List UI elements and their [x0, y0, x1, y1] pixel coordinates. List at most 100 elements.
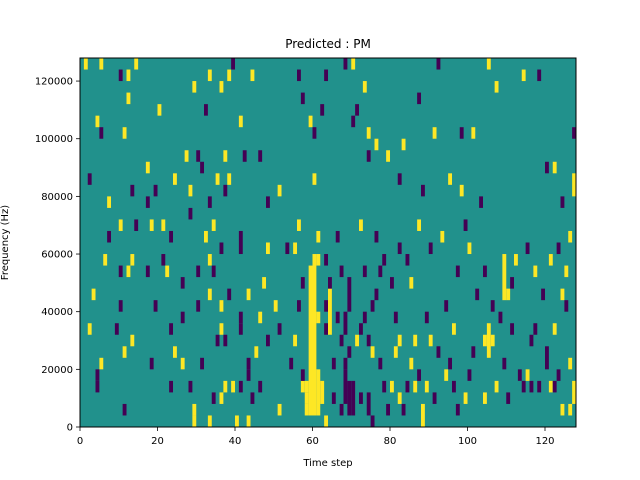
heatmap-cell: [304, 403, 309, 416]
heatmap-cell: [428, 334, 433, 347]
heatmap-cell: [417, 369, 422, 381]
y-tick-label: 40000: [41, 307, 73, 318]
heatmap-cell: [250, 392, 255, 404]
y-tick-label: 60000: [41, 250, 73, 261]
heatmap-cell: [564, 300, 569, 312]
heatmap-cell: [374, 138, 379, 151]
x-tick-label: 120: [535, 436, 554, 447]
heatmap-cell: [331, 357, 336, 370]
heatmap-cell: [545, 161, 549, 174]
heatmap-cell: [118, 300, 123, 312]
heatmap-cell: [227, 288, 232, 301]
heatmap-cell: [196, 265, 201, 278]
heatmap-cell: [320, 380, 325, 404]
heatmap-cell: [254, 346, 259, 358]
heatmap-cell: [421, 403, 425, 427]
heatmap-cell: [417, 219, 422, 231]
x-tick-label: 100: [458, 436, 477, 447]
heatmap-cell: [366, 392, 371, 416]
heatmap-cell: [238, 230, 243, 243]
heatmap-cell: [339, 334, 344, 347]
heatmap-cell: [227, 173, 232, 185]
heatmap-cell: [440, 230, 445, 243]
heatmap-cell: [351, 58, 356, 70]
heatmap-cell: [455, 265, 460, 278]
heatmap-cell: [401, 138, 406, 151]
heatmap-cell: [157, 104, 162, 116]
heatmap-cell: [250, 69, 255, 82]
heatmap-cell: [312, 127, 317, 139]
heatmap-cell: [207, 254, 212, 266]
heatmap-cell: [211, 265, 216, 278]
heatmap-cell: [277, 323, 282, 335]
heatmap-cell: [533, 323, 538, 335]
heatmap-cell: [246, 357, 251, 370]
heatmap-cell: [246, 369, 251, 381]
heatmap-cell: [83, 58, 88, 70]
heatmap-cell: [91, 288, 96, 301]
heatmap-cell: [246, 415, 251, 427]
heatmap-cell: [564, 265, 569, 278]
heatmap-cell: [126, 69, 131, 82]
heatmap-cell: [370, 300, 375, 312]
heatmap-cell: [471, 346, 476, 358]
heatmap-cell: [444, 369, 449, 381]
heatmap-cell: [397, 334, 402, 347]
heatmap-cell: [560, 403, 565, 416]
heatmap-cell: [548, 254, 553, 266]
heatmap-cell: [207, 196, 212, 208]
heatmap-cell: [525, 369, 530, 381]
heatmap-cell: [173, 173, 177, 185]
heatmap-cell: [196, 150, 201, 162]
heatmap-cell: [421, 184, 425, 197]
heatmap-cell: [200, 357, 205, 370]
heatmap-cell: [207, 69, 212, 82]
y-axis-ticks: 0 20000 40000 60000 80000 100000 120000: [35, 77, 80, 434]
heatmap-cell: [238, 311, 243, 324]
heatmap-cell: [118, 69, 123, 82]
heatmap-cell: [277, 184, 282, 197]
heatmap-cell: [370, 346, 375, 358]
heatmap-cell: [180, 277, 185, 289]
heatmap-cell: [483, 334, 487, 347]
heatmap-cell: [246, 288, 251, 301]
heatmap-cell: [316, 369, 321, 416]
heatmap-cell: [405, 380, 410, 393]
heatmap-cell: [366, 127, 371, 139]
heatmap-cell: [510, 277, 515, 289]
heatmap-cell: [180, 357, 185, 370]
y-tick-label: 120000: [35, 77, 73, 88]
heatmap-cell: [312, 254, 317, 416]
heatmap-cell: [463, 219, 468, 231]
heatmap-cell: [452, 323, 456, 335]
heatmap-cell: [219, 242, 224, 255]
heatmap-cell: [479, 196, 484, 208]
heatmap-cell: [219, 392, 224, 404]
heatmap-cell: [238, 323, 243, 335]
heatmap-cell: [99, 357, 104, 370]
heatmap-cell: [459, 184, 464, 197]
heatmap-cell: [266, 196, 270, 208]
heatmap-cell: [107, 230, 112, 243]
heatmap-cell: [510, 323, 515, 335]
heatmap-cell: [304, 392, 309, 404]
y-tick-label: 0: [67, 423, 73, 434]
heatmap-cell: [300, 380, 305, 393]
heatmap-cell: [200, 161, 205, 174]
heatmap-cell: [347, 346, 352, 358]
heatmap-cell: [490, 300, 495, 312]
y-tick-label: 80000: [41, 192, 73, 203]
heatmap-cell: [343, 369, 348, 404]
heatmap-cell: [362, 81, 367, 93]
heatmap-cell: [126, 92, 131, 105]
heatmap-cell: [436, 58, 441, 70]
heatmap-cell: [122, 127, 127, 139]
heatmap-cell: [556, 369, 561, 381]
heatmap-cell: [432, 127, 437, 139]
heatmap-cell: [529, 380, 534, 393]
heatmap-cell: [339, 265, 344, 278]
y-axis-label: Frequency (Hz): [0, 205, 11, 281]
x-tick-label: 60: [306, 436, 319, 447]
heatmap-cell: [324, 415, 329, 427]
